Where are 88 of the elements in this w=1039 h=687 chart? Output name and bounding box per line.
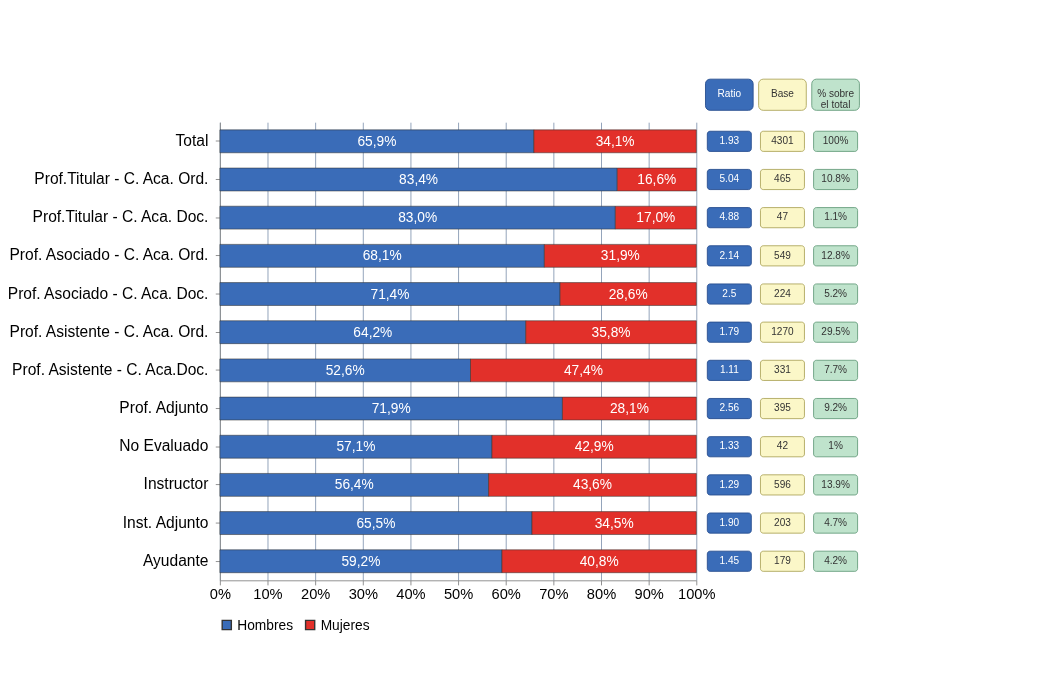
text: 395	[774, 402, 792, 414]
text: 1.93	[719, 135, 740, 147]
x-tick-label: 40%	[396, 586, 426, 603]
x-tick-label: 30%	[348, 586, 378, 603]
text: 9.2%	[824, 402, 848, 414]
text: 203	[774, 516, 792, 528]
data-label: 40,8%	[579, 553, 619, 569]
x-tick-label: 100%	[678, 586, 716, 603]
data-label: 43,6%	[572, 477, 612, 493]
text: 1.33	[719, 440, 740, 452]
data-label: 17,0%	[636, 210, 676, 226]
data-label: 47,4%	[563, 362, 603, 378]
data-label: 16,6%	[637, 172, 677, 188]
y-tick-label: Ayudante	[142, 551, 209, 569]
text: 224	[774, 287, 792, 299]
x-tick-label: 60%	[491, 586, 521, 603]
data-label: 52,6%	[325, 362, 365, 378]
y-tick-label: Prof. Asistente - C. Aca. Ord.	[9, 322, 209, 340]
y-tick-label: Prof. Asociado - C. Aca. Doc.	[7, 284, 209, 302]
x-tick-label: 0%	[209, 586, 231, 603]
text: 1.11	[719, 364, 740, 376]
data-label: 64,2%	[353, 324, 393, 340]
text: 47	[776, 211, 789, 223]
x-tick-label: 10%	[253, 586, 283, 603]
x-tick-label: 20%	[300, 586, 331, 603]
y-tick-label: Total	[175, 131, 209, 149]
text: 4.88	[719, 211, 740, 223]
text: 2.14	[719, 249, 740, 261]
data-label: 68,1%	[362, 248, 402, 264]
text: 5.2%	[824, 287, 848, 299]
data-label: 31,9%	[600, 248, 640, 264]
text: 12.8%	[821, 249, 850, 261]
data-label: 83,4%	[399, 172, 439, 188]
text: 2.5	[722, 287, 737, 299]
data-label: 71,4%	[370, 286, 410, 302]
text: 4.2%	[824, 555, 848, 566]
data-label: 42,9%	[574, 439, 614, 455]
data-label: 65,5%	[356, 515, 396, 531]
y-tick-label: Instructor	[143, 475, 209, 493]
text: 4.7%	[824, 516, 848, 528]
text: 179	[774, 555, 792, 566]
text: 549	[774, 249, 792, 261]
text: 1.29	[719, 478, 740, 490]
legend-label: Mujeres	[320, 617, 370, 633]
text: 1.45	[719, 555, 740, 566]
y-tick-label: Prof.Titular - C. Aca. Ord.	[34, 170, 209, 188]
x-tick-label: 50%	[443, 586, 474, 603]
data-label: 28,6%	[608, 286, 648, 302]
y-tick-label: Prof. Asociado - C. Aca. Ord.	[9, 246, 209, 264]
data-label: 34,5%	[594, 515, 634, 531]
x-tick-label: 90%	[634, 586, 664, 603]
y-tick-label: No Evaluado	[119, 437, 209, 455]
data-label: 57,1%	[336, 439, 376, 455]
text: 331	[774, 364, 792, 376]
text: 1270	[771, 325, 795, 337]
text: 7.7%	[824, 364, 848, 376]
data-label: 65,9%	[357, 133, 397, 149]
y-tick-label: Inst. Adjunto	[122, 513, 209, 531]
data-label: 28,1%	[609, 401, 649, 417]
x-tick-label: 70%	[539, 586, 569, 603]
text: % sobre el total	[817, 88, 855, 111]
text: 5.04	[719, 173, 740, 185]
y-tick-label: Prof.Titular - C. Aca. Doc.	[32, 208, 209, 226]
data-label: 71,9%	[371, 401, 411, 417]
text: Base	[770, 88, 795, 100]
data-label: 34,1%	[595, 133, 635, 149]
data-label: 83,0%	[398, 210, 438, 226]
x-tick-label: 80%	[586, 586, 617, 603]
text: 1.90	[719, 516, 740, 528]
y-tick-label: Prof. Adjunto	[119, 399, 209, 417]
text: 29.5%	[821, 325, 850, 337]
data-label: 56,4%	[334, 477, 374, 493]
text: 4301	[771, 135, 795, 147]
data-label: 59,2%	[341, 553, 381, 569]
text: 596	[774, 478, 792, 490]
text: 13.9%	[821, 478, 850, 490]
legend-label: Hombres	[237, 617, 294, 633]
text: 1.1%	[824, 211, 848, 223]
y-tick-label: Prof. Asistente - C. Aca.Doc.	[12, 360, 209, 378]
text: 1%	[828, 440, 843, 452]
text: 100%	[822, 135, 849, 147]
text: 1.79	[719, 325, 740, 337]
text: 2.56	[719, 402, 740, 414]
text: 10.8%	[821, 173, 850, 185]
text: 42	[776, 440, 789, 452]
text: Ratio	[717, 88, 742, 100]
text: 465	[774, 173, 792, 185]
data-label: 35,8%	[591, 324, 631, 340]
